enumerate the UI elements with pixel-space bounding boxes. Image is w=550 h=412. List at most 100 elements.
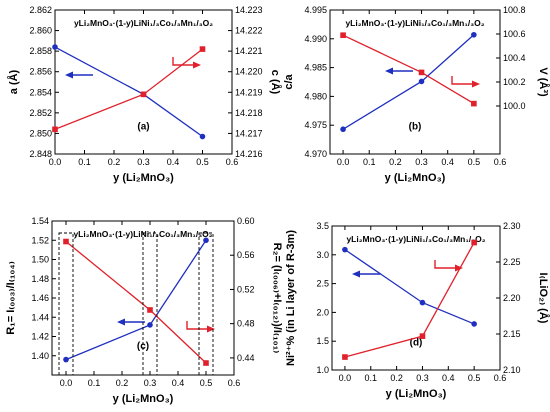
x-axis-title: y (Li₂MnO₃) (386, 388, 447, 400)
right-axis-arrowhead (193, 61, 201, 69)
y-left-tick-label: 4.995 (304, 5, 327, 15)
y-right-tick-label: 0.52 (237, 284, 255, 294)
left-axis-arrowhead (352, 270, 360, 278)
data-point-circle (418, 78, 425, 85)
data-point-square (340, 32, 346, 38)
x-tick-label: 0.5 (200, 378, 213, 388)
y-right-tick-label: 14.219 (235, 87, 263, 97)
y-right-tick-label: 100.0 (503, 101, 526, 111)
right-axis-arrow (186, 321, 209, 330)
y-right-tick-label: 0.60 (237, 216, 255, 226)
data-point-square (140, 91, 147, 98)
y-right-tick-label: 2.15 (503, 329, 521, 339)
x-tick-label: 0.1 (88, 378, 101, 388)
y-left-tick-label: 4.975 (304, 120, 327, 130)
x-tick-label: 0.4 (167, 157, 180, 167)
y-right-tick-label: 100.8 (503, 5, 526, 15)
y-right-tick-label: 100.6 (503, 29, 526, 39)
x-tick-label: 0.5 (468, 373, 481, 383)
y-left-tick-label: 2.858 (29, 46, 52, 56)
y-left-tick-label: 1.5 (316, 336, 329, 346)
right-axis-arrow (451, 76, 474, 85)
x-tick-label: 0.3 (415, 157, 428, 167)
y-left-axis-title: c/a (283, 73, 295, 89)
highlight-box (142, 232, 158, 376)
x-tick-label: 0.2 (390, 373, 403, 383)
y-left-tick-label: 4.970 (304, 149, 327, 159)
data-point-circle (147, 322, 153, 328)
data-point-circle (203, 237, 209, 244)
y-left-tick-label: 1.52 (31, 235, 49, 245)
y-right-tick-label: 14.220 (235, 67, 263, 77)
data-point-circle (340, 126, 346, 133)
y-left-tick-label: 1.0 (316, 365, 329, 375)
y-left-tick-label: 2.852 (29, 108, 52, 118)
x-tick-label: 0.5 (196, 157, 209, 167)
series-line-left (344, 249, 475, 325)
x-tick-label: 0.0 (337, 157, 350, 167)
y-right-tick-label: 100.4 (503, 53, 526, 63)
data-point-square (419, 333, 426, 339)
x-tick-label: 0.2 (389, 157, 402, 167)
series-line-right (344, 242, 475, 358)
y-left-tick-label: 4.990 (304, 34, 327, 44)
y-left-tick-label: 1.42 (31, 332, 49, 342)
data-point-circle (471, 31, 477, 38)
y-left-tick-label: 1.48 (31, 274, 49, 284)
data-point-square (63, 238, 69, 245)
y-left-tick-label: 1.44 (31, 312, 49, 322)
x-tick-label: 0.4 (172, 378, 185, 388)
y-right-tick-label: 14.222 (235, 26, 263, 36)
y-right-tick-label: 0.48 (237, 319, 255, 329)
y-left-tick-label: 2.854 (29, 87, 52, 97)
data-point-circle (199, 133, 206, 140)
x-tick-label: 0.2 (108, 157, 121, 167)
y-left-tick-label: 2.848 (29, 149, 52, 159)
x-tick-label: 0.0 (49, 157, 62, 167)
right-axis-arrowhead (472, 80, 480, 88)
y-left-axis-title: a (Å) (7, 69, 20, 94)
y-left-tick-label: 2.860 (29, 26, 52, 36)
chart-panel-a: 0.0 0.1 0.2 0.3 0.4 0.5 0.6 2.848 2.850 2.852 2.85… (7, 5, 282, 184)
data-point-square (147, 307, 153, 313)
data-point-square (52, 126, 58, 133)
right-axis-arrow (172, 57, 195, 66)
y-left-tick-label: 2.850 (29, 128, 52, 138)
x-tick-label: 0.5 (468, 157, 481, 167)
y-right-tick-label: 14.218 (235, 108, 263, 118)
data-point-square (471, 239, 477, 246)
x-tick-label: 0.6 (228, 378, 241, 388)
y-right-tick-label: 2.10 (503, 365, 521, 375)
composition-formula: yLi₂MnO₃·(1-y)LiNi₁/₃Co₁/₃Mn₁/₃O₂ (346, 234, 485, 244)
data-point-circle (342, 246, 348, 253)
y-left-tick-label: 1.46 (31, 293, 49, 303)
y-right-axis-title: I₍LiO₂₎ (Å) (537, 273, 550, 324)
x-tick-label: 0.0 (60, 378, 73, 388)
y-right-tick-label: 2.30 (503, 221, 521, 231)
series-line-right (54, 48, 203, 130)
x-tick-label: 0.0 (339, 373, 352, 383)
x-axis-title: y (Li₂MnO₃) (113, 393, 174, 405)
x-axis-title: y (Li₂MnO₃) (385, 172, 446, 184)
y-right-tick-label: 2.25 (503, 257, 521, 267)
y-left-tick-label: 1.54 (31, 216, 49, 226)
y-right-tick-label: 14.217 (235, 128, 263, 138)
composition-formula: yLi₂MnO₃·(1-y)LiNi₁/₃Co₁/₃Mn₁/₃O₂ (345, 18, 484, 28)
x-tick-label: 0.1 (365, 373, 378, 383)
data-point-square (203, 360, 209, 366)
series-line-left (54, 46, 203, 138)
y-right-axis-title: V (Å³) (537, 67, 550, 97)
panel-label: (a) (137, 122, 149, 133)
series-line-right (342, 34, 475, 105)
panel-label: (c) (137, 341, 149, 352)
data-point-square (342, 354, 348, 360)
y-left-tick-label: 2.0 (316, 307, 329, 317)
right-axis-arrowhead (455, 264, 463, 272)
right-axis-arrowhead (207, 325, 215, 333)
y-right-tick-label: 14.221 (235, 46, 263, 56)
y-right-axis-title: c (Å) (269, 70, 282, 95)
y-left-tick-label: 2.5 (316, 279, 329, 289)
panel-label: (d) (410, 338, 423, 349)
data-point-square (199, 46, 206, 52)
x-tick-label: 0.4 (441, 157, 454, 167)
